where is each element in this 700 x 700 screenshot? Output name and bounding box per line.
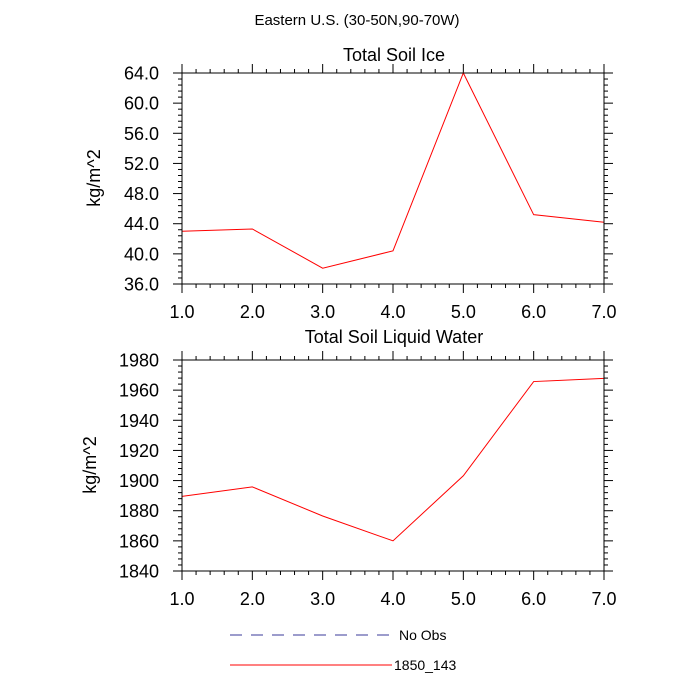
x-tick-label: 5.0 bbox=[451, 302, 476, 322]
x-tick-label: 6.0 bbox=[521, 302, 546, 322]
x-tick-label: 5.0 bbox=[451, 589, 476, 609]
plot-frame bbox=[181, 72, 605, 285]
y-tick-label: 52.0 bbox=[124, 154, 159, 174]
main-title: Eastern U.S. (30-50N,90-70W) bbox=[254, 12, 459, 29]
y-axis-label: kg/m^2 bbox=[84, 149, 104, 206]
y-tick-label: 1840 bbox=[119, 562, 159, 582]
y-tick-label: 1900 bbox=[119, 471, 159, 491]
axis-ticks bbox=[173, 64, 613, 293]
x-tick-label: 1.0 bbox=[169, 589, 194, 609]
legend-label-1850-143: 1850_143 bbox=[394, 657, 457, 673]
panel-total-soil-liquid-water: Total Soil Liquid Water kg/m^2 1.0 2.0 3.0… bbox=[80, 327, 617, 609]
y-tick-label: 44.0 bbox=[124, 214, 159, 234]
y-tick-label: 60.0 bbox=[124, 94, 159, 114]
y-tick-label: 1920 bbox=[119, 441, 159, 461]
panel-title: Total Soil Liquid Water bbox=[305, 327, 483, 347]
y-tick-label: 1860 bbox=[119, 531, 159, 551]
y-tick-label: 1940 bbox=[119, 411, 159, 431]
axis-ticks bbox=[173, 351, 613, 580]
x-tick-label: 2.0 bbox=[240, 589, 265, 609]
axis-tick-labels: 1.0 2.0 3.0 4.0 5.0 6.0 7.0 36.0 40.0 44.0 48.0 52.… bbox=[124, 64, 617, 323]
series-group bbox=[181, 377, 605, 542]
y-tick-label: 1880 bbox=[119, 501, 159, 521]
x-tick-label: 4.0 bbox=[380, 589, 405, 609]
y-tick-label: 36.0 bbox=[124, 275, 159, 295]
axis-tick-labels: 1.0 2.0 3.0 4.0 5.0 6.0 7.0 1840 1860 1880 1900 192… bbox=[119, 351, 617, 610]
x-tick-label: 7.0 bbox=[591, 302, 616, 322]
y-tick-label: 48.0 bbox=[124, 184, 159, 204]
x-tick-label: 1.0 bbox=[169, 302, 194, 322]
y-axis-label: kg/m^2 bbox=[80, 436, 100, 493]
y-tick-label: 40.0 bbox=[124, 244, 159, 264]
x-tick-label: 3.0 bbox=[310, 302, 335, 322]
y-tick-label: 1960 bbox=[119, 381, 159, 401]
x-tick-label: 6.0 bbox=[521, 589, 546, 609]
x-tick-label: 4.0 bbox=[380, 302, 405, 322]
legend: No Obs 1850_143 bbox=[230, 627, 457, 673]
legend-label-no-obs: No Obs bbox=[399, 627, 446, 643]
series-group bbox=[181, 71, 605, 269]
x-tick-label: 7.0 bbox=[591, 589, 616, 609]
y-tick-label: 56.0 bbox=[124, 124, 159, 144]
x-tick-label: 3.0 bbox=[310, 589, 335, 609]
plot-frame bbox=[181, 359, 605, 572]
y-tick-label: 1980 bbox=[119, 351, 159, 371]
panel-title: Total Soil Ice bbox=[343, 45, 445, 65]
y-tick-label: 64.0 bbox=[124, 64, 159, 84]
panel-total-soil-ice: Total Soil Ice kg/m^2 1.0 2.0 3.0 4.0 5.0 6.0… bbox=[84, 45, 617, 322]
series-line-1850_143 bbox=[181, 377, 605, 542]
x-tick-label: 2.0 bbox=[240, 302, 265, 322]
series-line-1850_143 bbox=[181, 71, 605, 269]
